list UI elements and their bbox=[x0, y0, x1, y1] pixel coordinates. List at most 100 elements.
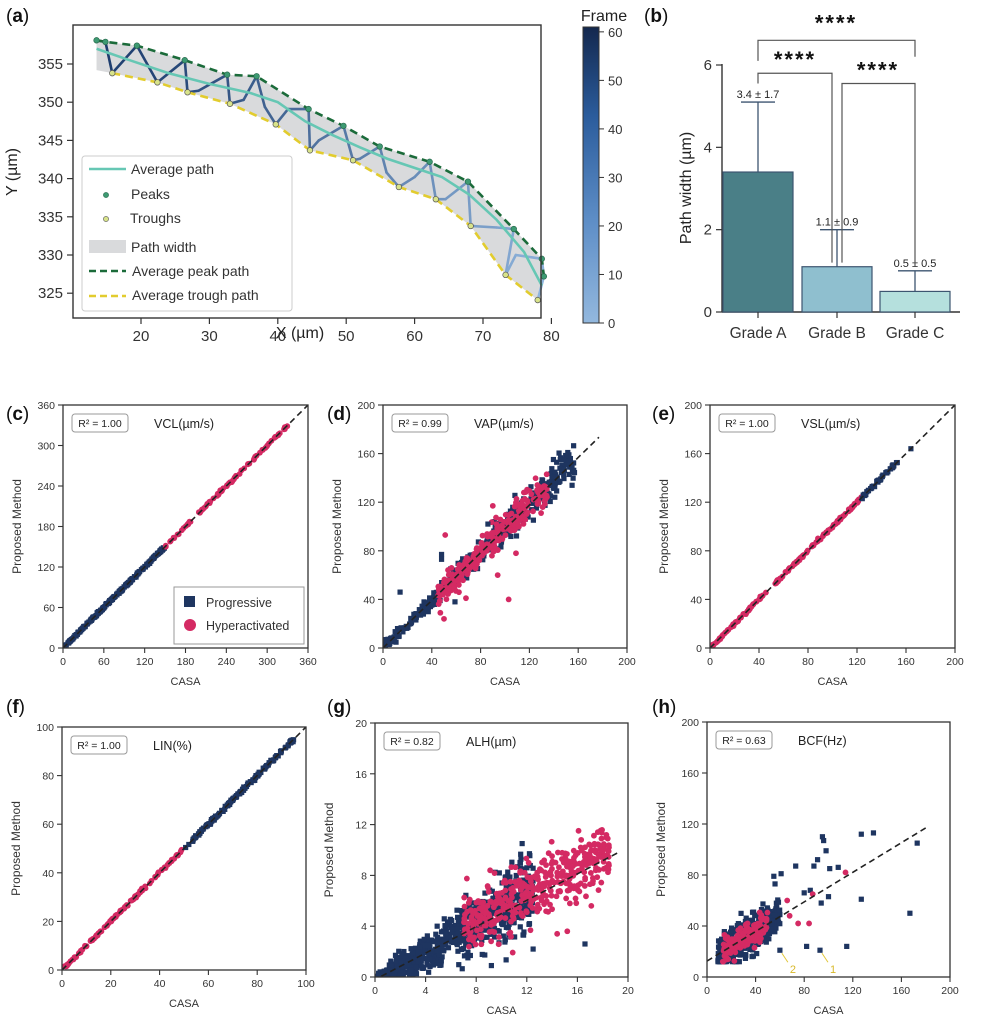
hyperactivated-point bbox=[520, 520, 527, 527]
hyperactivated-point bbox=[571, 883, 578, 890]
progressive-point bbox=[769, 918, 775, 924]
hyperactivated-point bbox=[541, 857, 548, 864]
hyperactivated-point bbox=[452, 577, 459, 584]
hyperactivated-point bbox=[487, 867, 494, 874]
hyperactivated-point bbox=[455, 582, 462, 588]
y-tick-label: 20 bbox=[355, 718, 367, 730]
r-squared-label: R² = 0.82 bbox=[390, 736, 434, 748]
progressive-point bbox=[424, 957, 430, 963]
colorbar-tick-label: 20 bbox=[608, 219, 622, 234]
hyperactivated-point bbox=[486, 929, 493, 935]
progressive-point bbox=[391, 634, 398, 640]
hyperactivated-point bbox=[446, 585, 453, 592]
hyperactivated-point bbox=[595, 887, 602, 894]
hyperactivated-point bbox=[554, 930, 561, 937]
x-tick-label: 40 bbox=[750, 985, 762, 997]
trajectory-segment bbox=[385, 171, 401, 189]
hyperactivated-point bbox=[553, 893, 560, 900]
progressive-point bbox=[412, 961, 418, 967]
progressive-point bbox=[539, 477, 546, 484]
progressive-point bbox=[285, 743, 291, 749]
b-x-tick-label: Grade A bbox=[730, 325, 788, 342]
panel-a-plot-area bbox=[93, 37, 548, 304]
panel-letter: c bbox=[12, 404, 23, 425]
y-tick-label: 0 bbox=[49, 643, 55, 655]
panel-letter: f bbox=[12, 697, 19, 718]
progressive-point bbox=[520, 932, 526, 938]
progressive-point bbox=[446, 922, 453, 928]
hyperactivated-point bbox=[456, 589, 462, 596]
progressive-point bbox=[275, 753, 281, 759]
progressive-point bbox=[728, 929, 734, 935]
progressive-point bbox=[754, 950, 760, 957]
hyperactivated-point bbox=[508, 864, 515, 871]
progressive-point bbox=[433, 931, 439, 937]
hyperactivated-point bbox=[570, 847, 577, 854]
r-squared-label: R² = 1.00 bbox=[78, 418, 122, 430]
panel-f-axes-frame bbox=[61, 726, 307, 971]
progressive-point bbox=[416, 944, 423, 950]
y-tick-label: 160 bbox=[681, 768, 699, 780]
y-axis-label: Proposed Method bbox=[654, 802, 668, 897]
progressive-point bbox=[793, 863, 799, 869]
y-tick-label: 100 bbox=[36, 722, 54, 734]
progressive-point bbox=[743, 915, 749, 921]
progressive-point bbox=[768, 926, 774, 932]
hyperactivated-point bbox=[581, 869, 588, 876]
progressive-point bbox=[564, 462, 570, 468]
hyperactivated-point bbox=[572, 895, 579, 902]
progressive-point bbox=[566, 471, 572, 478]
regression-fit-line bbox=[63, 405, 308, 648]
y-tick-label: 16 bbox=[355, 769, 367, 781]
trajectory-segment bbox=[307, 107, 312, 152]
hyperactivated-point bbox=[735, 927, 742, 934]
hyperactivated-point bbox=[534, 487, 540, 494]
hyperactivated-point bbox=[484, 541, 490, 548]
bar-grade-c bbox=[879, 290, 951, 313]
y-tick-label: 345 bbox=[38, 132, 63, 149]
peak-point bbox=[224, 71, 231, 78]
hyperactivated-point bbox=[463, 875, 470, 882]
x-tick-label: 0 bbox=[707, 656, 713, 668]
hyperactivated-point bbox=[543, 471, 550, 478]
x-tick-label: 0 bbox=[60, 656, 66, 668]
progressive-point bbox=[738, 910, 744, 916]
significance-stars-a-c: **** bbox=[815, 10, 857, 35]
hyperactivated-point bbox=[575, 827, 582, 834]
x-tick-label: 80 bbox=[802, 656, 814, 668]
hyperactivated-point bbox=[509, 913, 516, 920]
progressive-point bbox=[807, 887, 813, 893]
progressive-point bbox=[88, 617, 95, 623]
hyperactivated-point bbox=[497, 516, 504, 523]
y-axis-label: Proposed Method bbox=[322, 803, 336, 898]
progressive-point bbox=[397, 589, 403, 595]
progressive-point bbox=[530, 865, 536, 871]
progressive-point bbox=[482, 927, 489, 933]
hyperactivated-point bbox=[559, 849, 566, 856]
x-tick-label: 40 bbox=[753, 656, 765, 668]
progressive-point bbox=[539, 496, 545, 502]
progressive-point bbox=[563, 452, 569, 459]
x-axis-label: CASA bbox=[171, 676, 202, 688]
progressive-point bbox=[424, 933, 430, 939]
progressive-point bbox=[571, 443, 577, 449]
progressive-point bbox=[552, 469, 558, 475]
colorbar-label: Frame bbox=[581, 8, 627, 25]
progressive-point bbox=[823, 848, 829, 854]
hyperactivated-point bbox=[725, 956, 732, 963]
progressive-point bbox=[408, 615, 414, 622]
progressive-point bbox=[825, 894, 832, 900]
scatter-panels: (c)0 60 120 180 240 300 360060120180240300360C… bbox=[6, 400, 964, 1017]
progressive-point bbox=[392, 629, 398, 635]
metric-title: VCL(µm/s) bbox=[154, 417, 214, 431]
hyperactivated-point bbox=[757, 593, 764, 600]
progressive-point bbox=[287, 739, 293, 745]
hyperactivated-point bbox=[595, 866, 602, 873]
hyperactivated-point bbox=[554, 869, 561, 876]
x-tick-label: 0 bbox=[380, 656, 386, 668]
progressive-point bbox=[482, 890, 488, 896]
hyperactivated-point bbox=[543, 892, 550, 899]
progressive-point bbox=[521, 929, 527, 935]
hyperactivated-point bbox=[495, 941, 502, 948]
hyperactivated-point bbox=[548, 860, 555, 867]
